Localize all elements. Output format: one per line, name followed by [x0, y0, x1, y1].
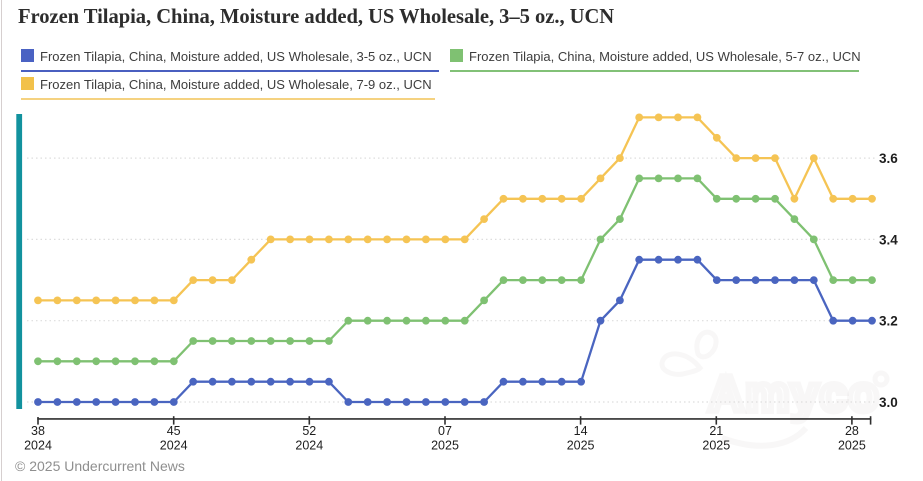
svg-text:3.6: 3.6	[879, 151, 898, 166]
svg-text:3.4: 3.4	[879, 232, 898, 247]
svg-text:21: 21	[709, 424, 723, 438]
svg-text:45: 45	[167, 424, 181, 438]
svg-text:2024: 2024	[295, 439, 323, 453]
svg-text:2025: 2025	[431, 439, 459, 453]
svg-text:52: 52	[302, 424, 316, 438]
svg-text:2025: 2025	[567, 439, 595, 453]
svg-text:07: 07	[438, 424, 452, 438]
svg-text:14: 14	[574, 424, 588, 438]
svg-text:2025: 2025	[702, 439, 730, 453]
svg-text:2024: 2024	[160, 439, 188, 453]
svg-text:2025: 2025	[838, 439, 866, 453]
svg-text:2024: 2024	[24, 439, 52, 453]
svg-text:28: 28	[845, 424, 859, 438]
svg-text:3.2: 3.2	[879, 314, 898, 329]
svg-text:3.0: 3.0	[879, 395, 898, 410]
svg-text:Amyco: Amyco	[708, 366, 880, 422]
svg-text:38: 38	[31, 424, 45, 438]
